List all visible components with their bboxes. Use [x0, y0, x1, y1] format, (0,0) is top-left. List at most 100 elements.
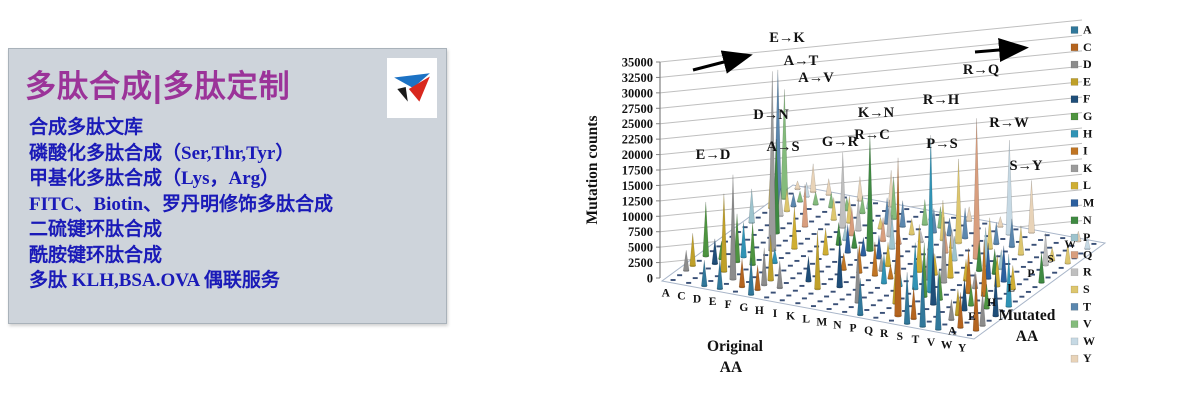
spike-P-to-T	[961, 207, 969, 240]
y-tick-label: 2500	[628, 256, 653, 270]
legend-label: H	[1083, 126, 1093, 140]
legend-item-R: R	[1070, 265, 1092, 279]
legend-swatch	[1070, 354, 1079, 363]
legend-swatch	[1070, 251, 1079, 259]
spike-A-to-G	[702, 201, 710, 258]
legend-swatch	[1070, 320, 1079, 328]
spike-W-to-C	[957, 292, 964, 329]
legend-item-F: F	[1070, 92, 1090, 106]
spike-C-to-Y	[809, 163, 817, 194]
legend-swatch	[1070, 199, 1079, 207]
y-tick-label: 22500	[622, 133, 653, 147]
spike-S-to-N	[975, 241, 983, 273]
y-tick-label: 32500	[622, 71, 653, 85]
spike-D-to-H	[740, 222, 747, 259]
spike-H-to-Q	[848, 207, 856, 237]
z-tick-label: L	[1007, 282, 1015, 294]
spike-S-to-T	[1008, 218, 1016, 249]
spike-Q-to-P	[951, 236, 958, 262]
spike-T-to-S	[1017, 225, 1025, 256]
x-tick-label: D	[693, 293, 701, 305]
service-item[interactable]: FITC、Biotin、罗丹明修饰多肽合成	[29, 193, 334, 215]
service-item[interactable]: 多肽 KLH,BSA.OVA 偶联服务	[29, 270, 280, 291]
legend-swatch	[1070, 303, 1079, 311]
peak-annotation-R-H: R→H	[923, 92, 960, 108]
spike-F-to-L	[791, 206, 798, 250]
peak-annotation-S-Y: S→Y	[1009, 158, 1043, 174]
spike-D-to-A	[701, 260, 708, 288]
logo-triangles	[394, 73, 430, 102]
spike-C-to-F	[711, 238, 719, 266]
legend-item-P: P	[1070, 230, 1090, 244]
x-tick-label: I	[773, 308, 778, 320]
legend-item-C: C	[1070, 40, 1092, 54]
x-tick-label: Q	[864, 325, 873, 337]
service-item[interactable]: 甲基化多肽合成（Lys，Arg）	[29, 168, 280, 189]
legend-item-V: V	[1070, 317, 1092, 331]
legend-label: D	[1083, 57, 1092, 71]
svg-text:AA: AA	[1016, 328, 1039, 345]
spike-A-to-E	[689, 233, 696, 268]
spike-Y-to-N	[1038, 252, 1045, 284]
peptide-ad-panel: 多肽合成|多肽定制 合成多肽文库 磷酸化多肽合成（Ser,Thr,Tyr） 甲基化多…	[8, 48, 447, 324]
peak-annotations: E→K A→TA→V R→QR→H D→N K→N R→CG→R R→W P→S A→S E→D S…	[696, 30, 1043, 174]
legend-swatch	[1070, 130, 1079, 138]
spike-L-to-V	[921, 199, 929, 226]
y-tick-label: 30000	[622, 86, 653, 100]
spike-S-to-C	[910, 287, 917, 321]
spike-Y-to-F	[992, 272, 999, 318]
peak-annotation-D-N: D→N	[753, 107, 789, 123]
spike-E-to-K	[768, 71, 777, 253]
peak-annotation-A-V: A→V	[798, 70, 834, 86]
spike-R-to-L	[947, 235, 954, 279]
legend-item-N: N	[1070, 213, 1092, 227]
x-tick-label: A	[662, 287, 671, 299]
spike-N-to-I	[887, 264, 894, 280]
peak-annotation-E-D: E→D	[696, 147, 731, 163]
spike-F-to-S	[830, 197, 837, 222]
spike-C-to-V	[796, 189, 804, 203]
legend-swatch	[1070, 26, 1079, 34]
axis-title-z: Mutated AA	[999, 307, 1056, 345]
legend-swatch	[1070, 285, 1079, 294]
spike-V-to-G	[967, 284, 975, 307]
legend-swatch	[1070, 43, 1079, 52]
y-tick-label: 17500	[622, 164, 653, 178]
spike-G-to-A	[747, 257, 755, 296]
spike-T-to-A	[919, 260, 927, 328]
legend-item-Y: Y	[1070, 351, 1092, 365]
legend-swatch	[1070, 78, 1079, 86]
x-tick-label: P	[849, 322, 856, 334]
spike-K-to-M	[860, 237, 867, 257]
spike-D-to-E	[720, 193, 728, 273]
service-item[interactable]: 磷酸化多肽合成（Ser,Thr,Tyr）	[29, 142, 295, 164]
legend-item-W: W	[1070, 334, 1095, 348]
spike-D-to-Y	[825, 178, 832, 197]
y-tick-label: 12500	[622, 194, 653, 208]
legend-label: M	[1083, 196, 1094, 210]
legend-item-L: L	[1070, 178, 1091, 192]
spike-V-to-M	[1000, 245, 1008, 283]
service-list: 合成多肽文库磷酸化多肽合成（Ser,Thr,Tyr） 甲基化多肽合成（Lys，Ar…	[29, 115, 333, 294]
service-item[interactable]: 二硫键环肽合成	[29, 219, 163, 240]
spike-V-to-D	[948, 299, 955, 322]
spike-N-to-Y	[965, 206, 973, 223]
spike-N-to-H	[880, 254, 888, 285]
service-item[interactable]: 合成多肽文库	[29, 117, 144, 138]
legend-swatch	[1070, 60, 1079, 69]
legend-label: E	[1083, 74, 1091, 88]
spike-M-to-L	[884, 242, 892, 268]
company-logo-icon	[387, 58, 437, 118]
spike-H-to-N	[835, 222, 842, 247]
legend-swatch	[1070, 181, 1079, 190]
service-item[interactable]: 酰胺键环肽合成	[29, 244, 163, 266]
spike-I-to-M	[844, 224, 852, 254]
z-tick-label: S	[1047, 254, 1053, 266]
svg-text:AA: AA	[720, 359, 743, 376]
legend-swatch	[1070, 216, 1079, 225]
spike-Y-to-C	[972, 274, 980, 332]
